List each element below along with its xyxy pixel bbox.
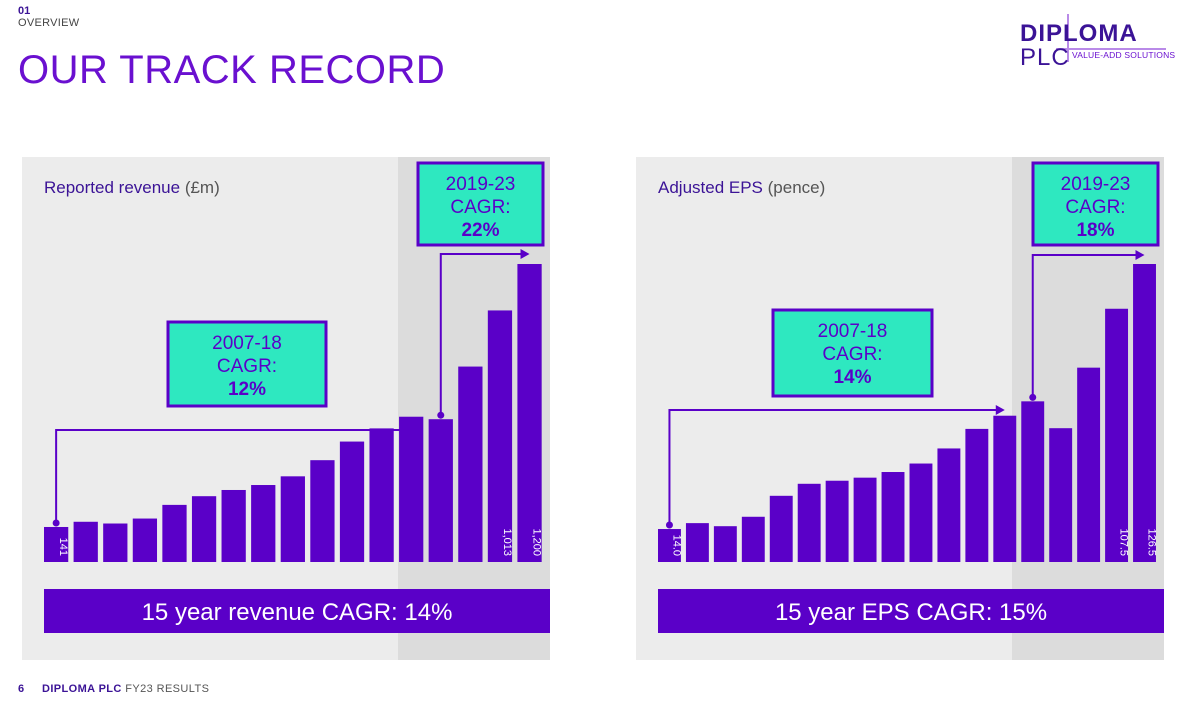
eps-bar xyxy=(937,448,961,562)
revenue-summary-bar xyxy=(44,589,550,633)
eps-callout-value: 18% xyxy=(1076,220,1114,241)
eps-summary-bar xyxy=(658,589,1164,633)
eps-title: Adjusted EPS (pence) xyxy=(658,178,825,197)
eps-bar xyxy=(1049,428,1073,562)
revenue-bar xyxy=(310,460,335,562)
eps-callout-value: 14% xyxy=(833,367,871,388)
revenue-bar xyxy=(339,441,365,562)
eps-bar-value-label: 14.0 xyxy=(670,535,682,556)
logo-tagline: VALUE-ADD SOLUTIONS xyxy=(1072,50,1176,60)
eps-bar xyxy=(853,477,877,562)
revenue-bar xyxy=(73,521,98,562)
revenue-bar xyxy=(428,419,453,562)
revenue-bar xyxy=(44,526,69,562)
eps-bar xyxy=(881,472,905,562)
revenue-bar xyxy=(251,485,276,562)
eps-chart: Adjusted EPS (pence) 14.0 107.5 126.5 2007-1… xyxy=(636,157,1164,660)
eps-bar xyxy=(909,463,933,562)
revenue-callout-value: 12% xyxy=(228,379,266,400)
revenue-callout-box xyxy=(416,161,545,247)
revenue-bar xyxy=(103,523,128,562)
eps-bar xyxy=(1105,308,1129,562)
eps-arrow-period2 xyxy=(1031,254,1137,399)
footer-report: FY23 RESULTS xyxy=(125,683,210,695)
eps-callout-box xyxy=(771,308,934,398)
eps-bar xyxy=(1077,367,1101,562)
revenue-bar xyxy=(221,489,246,562)
revenue-bar-value-label: 1,200 xyxy=(531,528,543,556)
revenue-summary-text: 15 year revenue CAGR: 14% xyxy=(142,599,453,626)
logo-wordmark: DIPLOMA PLC xyxy=(1020,22,1190,70)
revenue-bar xyxy=(191,496,217,562)
revenue-callout-period: 2019-23 xyxy=(446,174,516,195)
revenue-bar xyxy=(280,476,305,562)
revenue-arrowhead-period1 xyxy=(402,425,412,435)
eps-callout-box xyxy=(1031,161,1160,247)
revenue-bar xyxy=(369,428,394,562)
eps-callout-label: CAGR: xyxy=(822,344,882,365)
eps-arrow2-start-dot xyxy=(1029,393,1037,401)
revenue-arrow-period2 xyxy=(439,253,522,417)
revenue-callout-label: CAGR: xyxy=(450,197,510,218)
eps-callout-period: 2007-18 xyxy=(818,321,888,342)
eps-bar-value-label: 126.5 xyxy=(1146,528,1158,556)
eps-title-main: Adjusted EPS xyxy=(658,178,763,197)
section-number: 01 xyxy=(18,5,31,17)
eps-bar xyxy=(1021,401,1045,562)
eps-arrow-period1 xyxy=(668,409,997,527)
eps-bar xyxy=(825,480,849,562)
eps-bar-value-label: 107.5 xyxy=(1118,528,1130,556)
eps-bar xyxy=(797,483,821,562)
footer-company: DIPLOMA PLC xyxy=(42,683,122,695)
footer-label: DIPLOMA PLC FY23 RESULTS xyxy=(42,683,209,695)
revenue-title-main: Reported revenue xyxy=(44,178,180,197)
revenue-bar xyxy=(458,366,483,562)
eps-callout-period: 2019-23 xyxy=(1061,174,1131,195)
revenue-bar-value-label: 141 xyxy=(57,538,69,556)
eps-arrowhead-period1 xyxy=(995,405,1005,415)
revenue-title: Reported revenue (£m) xyxy=(44,178,220,197)
logo-cross-horizontal xyxy=(1056,48,1166,50)
eps-bar xyxy=(685,523,709,562)
revenue-callout-box xyxy=(166,320,328,408)
revenue-bar xyxy=(162,504,187,562)
eps-bar xyxy=(713,526,737,562)
logo-cross-vertical xyxy=(1067,14,1069,62)
eps-arrow-start-dot xyxy=(665,521,673,529)
logo-suffix: PLC xyxy=(1020,44,1070,71)
eps-arrowhead-period2 xyxy=(1135,250,1145,260)
eps-bar xyxy=(741,516,765,562)
revenue-arrow2-start-dot xyxy=(437,411,445,419)
eps-title-unit: (pence) xyxy=(763,178,825,197)
revenue-callout-value: 22% xyxy=(461,220,499,241)
revenue-callout-label: CAGR: xyxy=(217,356,277,377)
eps-bar xyxy=(965,428,989,562)
logo-brand: DIPLOMA xyxy=(1020,20,1137,47)
revenue-chart: Reported revenue (£m) 141 1,013 1,200 2007-1… xyxy=(22,157,550,660)
revenue-arrow-start-dot xyxy=(52,519,60,527)
revenue-title-unit: (£m) xyxy=(180,178,220,197)
eps-bar xyxy=(769,495,793,562)
revenue-bar xyxy=(487,310,513,562)
revenue-bar xyxy=(399,416,424,562)
revenue-bar-value-label: 1,013 xyxy=(501,528,513,556)
page-number: 6 xyxy=(18,683,25,695)
eps-bar xyxy=(658,529,681,562)
eps-chart-panel: Adjusted EPS (pence) 14.0 107.5 126.5 2007-1… xyxy=(636,157,1164,660)
revenue-arrowhead-period2 xyxy=(520,249,530,259)
eps-bar xyxy=(1133,264,1156,562)
revenue-bar xyxy=(517,264,542,562)
company-logo: DIPLOMA PLC VALUE-ADD SOLUTIONS xyxy=(1020,14,1190,70)
revenue-arrow-period1 xyxy=(55,429,404,524)
page-title: OUR TRACK RECORD xyxy=(18,48,446,92)
eps-summary-text: 15 year EPS CAGR: 15% xyxy=(775,599,1047,626)
revenue-chart-panel: Reported revenue (£m) 141 1,013 1,200 2007-1… xyxy=(22,157,550,660)
revenue-callout-period: 2007-18 xyxy=(212,333,282,354)
section-name: OVERVIEW xyxy=(18,17,80,29)
eps-bar xyxy=(993,415,1017,562)
revenue-bar xyxy=(132,518,158,562)
eps-callout-label: CAGR: xyxy=(1065,197,1125,218)
